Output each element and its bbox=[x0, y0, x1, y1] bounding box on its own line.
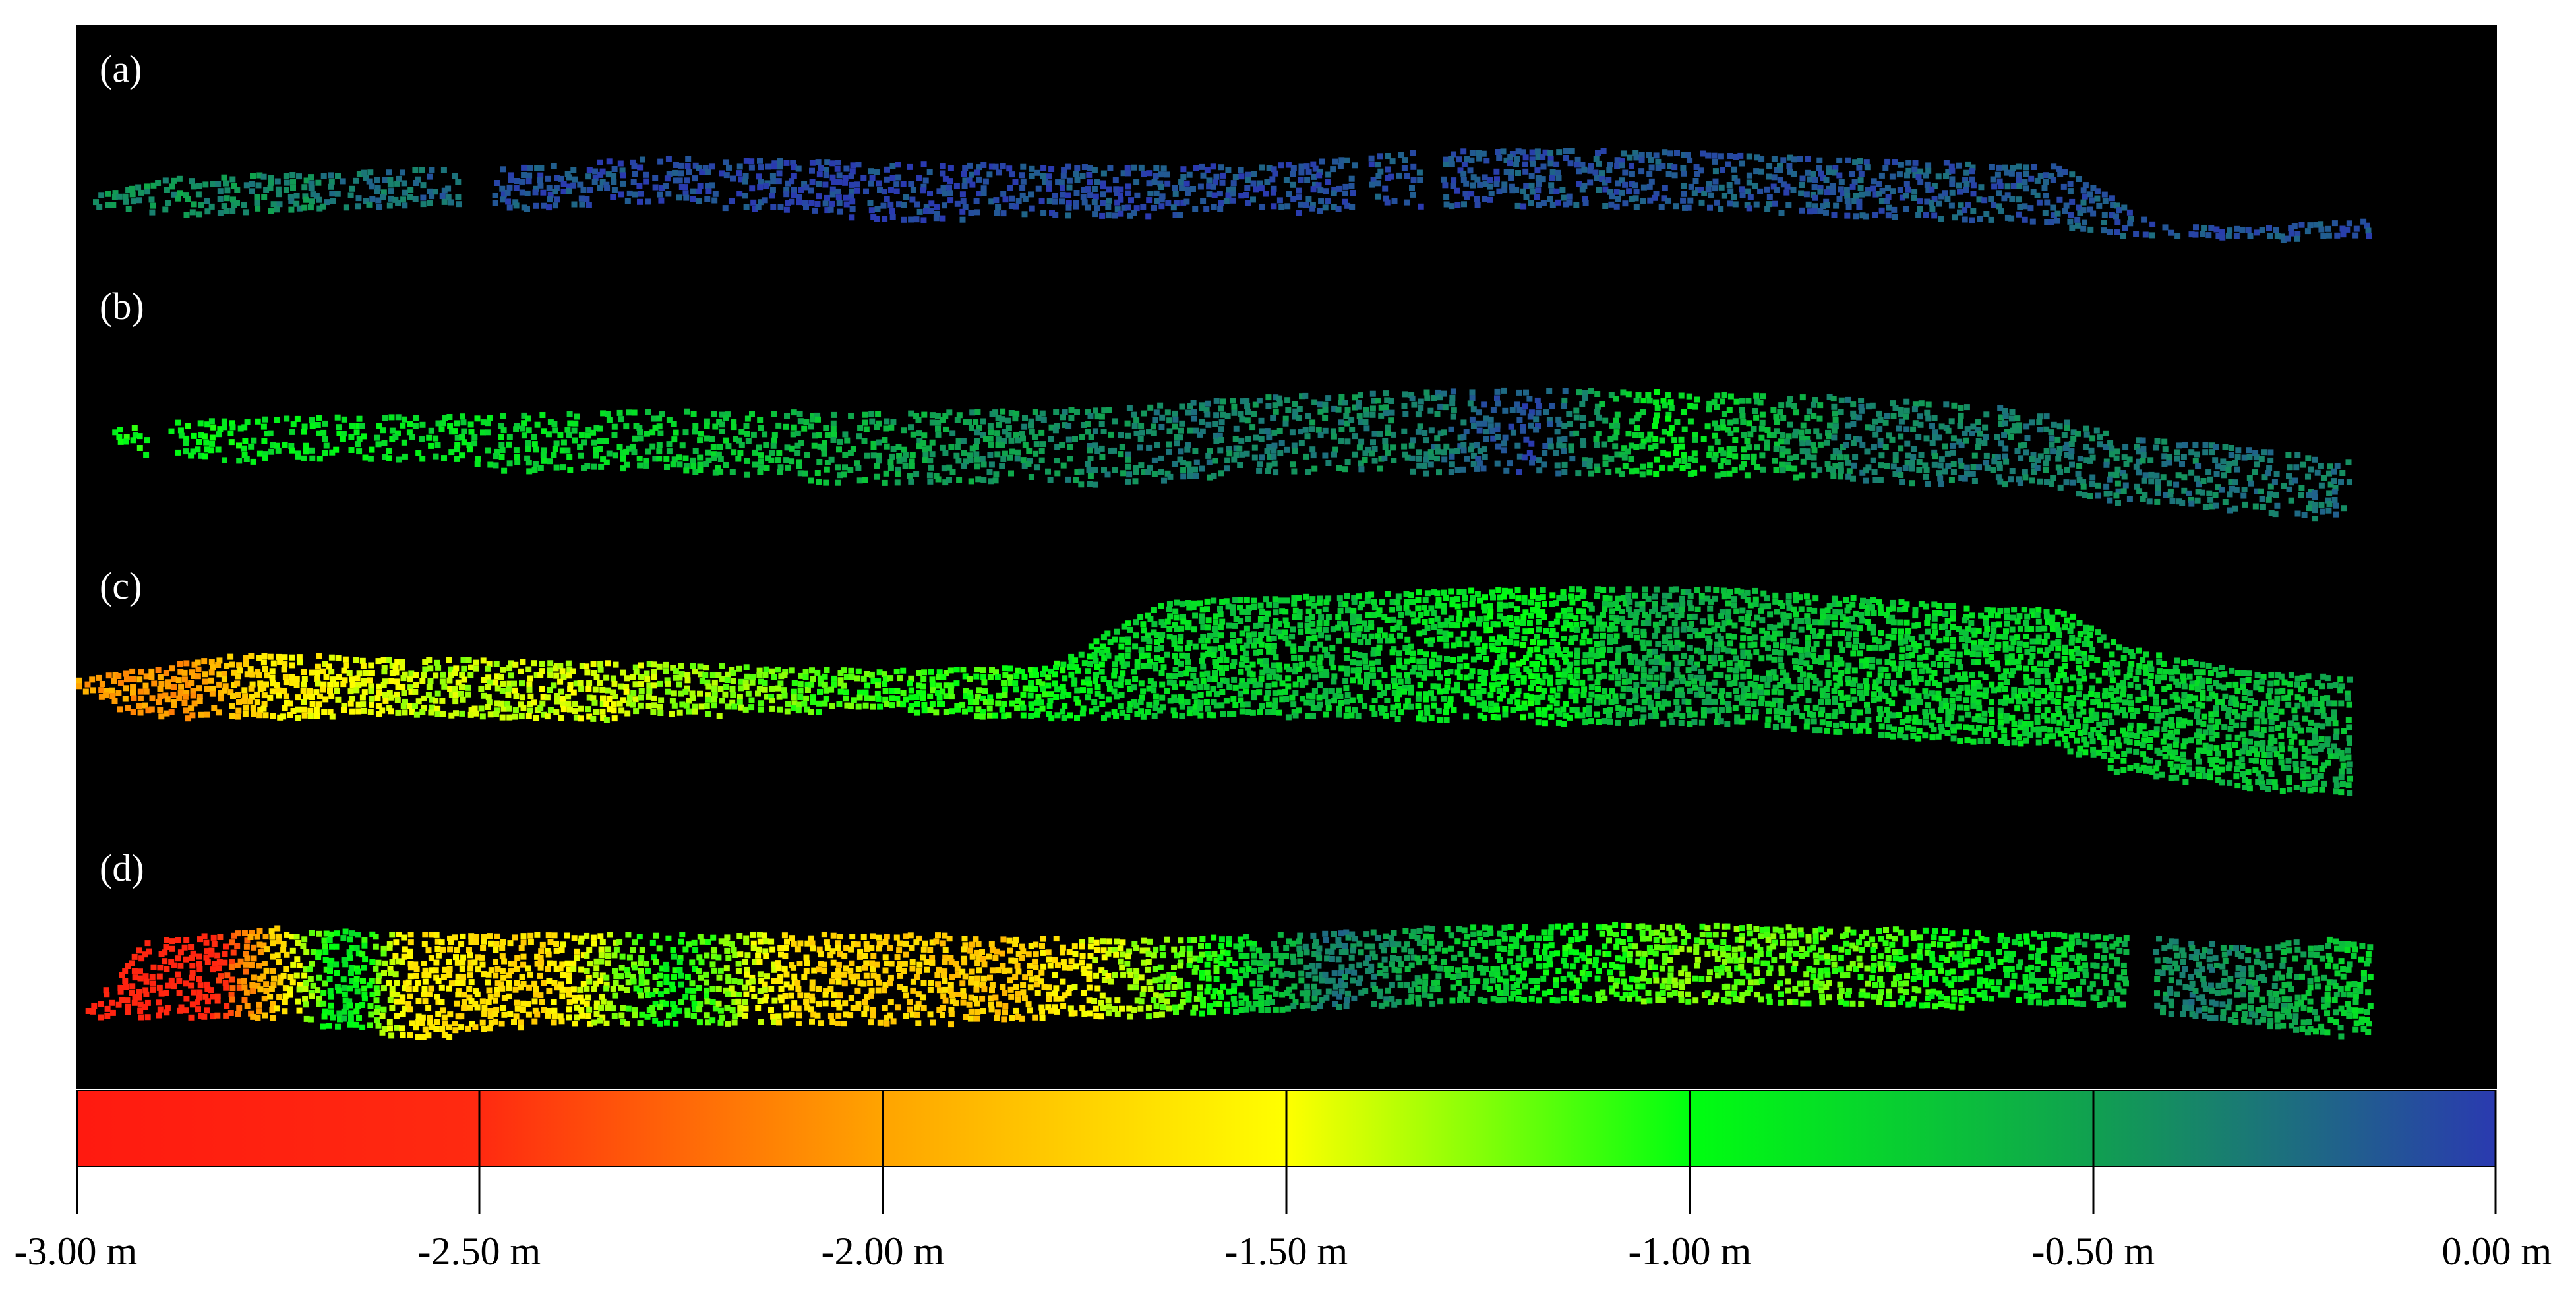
colorbar-tick-label: -2.00 m bbox=[821, 1230, 945, 1273]
colorbar-tick-label: -1.50 m bbox=[1224, 1230, 1348, 1273]
panel-label-d: (d) bbox=[100, 847, 144, 889]
colorbar-tick-label: 0.00 m bbox=[2441, 1230, 2552, 1273]
point-cloud-strip-d bbox=[85, 922, 2374, 1040]
colorbar-tick-label: -3.00 m bbox=[14, 1230, 138, 1273]
point-cloud-panel-area: (a) (b) (c) (d) bbox=[76, 25, 2497, 1089]
point-cloud-strip-b bbox=[112, 387, 2352, 522]
point-cloud-strip-a bbox=[93, 148, 2372, 243]
colorbar-tick-label: -0.50 m bbox=[2031, 1230, 2155, 1273]
panel-label-a: (a) bbox=[100, 47, 142, 90]
panel-label-b: (b) bbox=[100, 285, 144, 328]
colorbar-ticks bbox=[76, 1090, 2497, 1167]
depth-colorbar bbox=[76, 1089, 2497, 1167]
colorbar-tick-label: -2.50 m bbox=[417, 1230, 541, 1273]
colorbar-axis bbox=[76, 1167, 2497, 1214]
point-cloud-strips bbox=[76, 148, 2374, 1040]
colorbar-graphic bbox=[76, 1089, 2497, 1167]
panel-label-c: (c) bbox=[100, 564, 142, 607]
point-cloud-strip-c bbox=[76, 586, 2353, 796]
colorbar-tick-label: -1.00 m bbox=[1628, 1230, 1752, 1273]
